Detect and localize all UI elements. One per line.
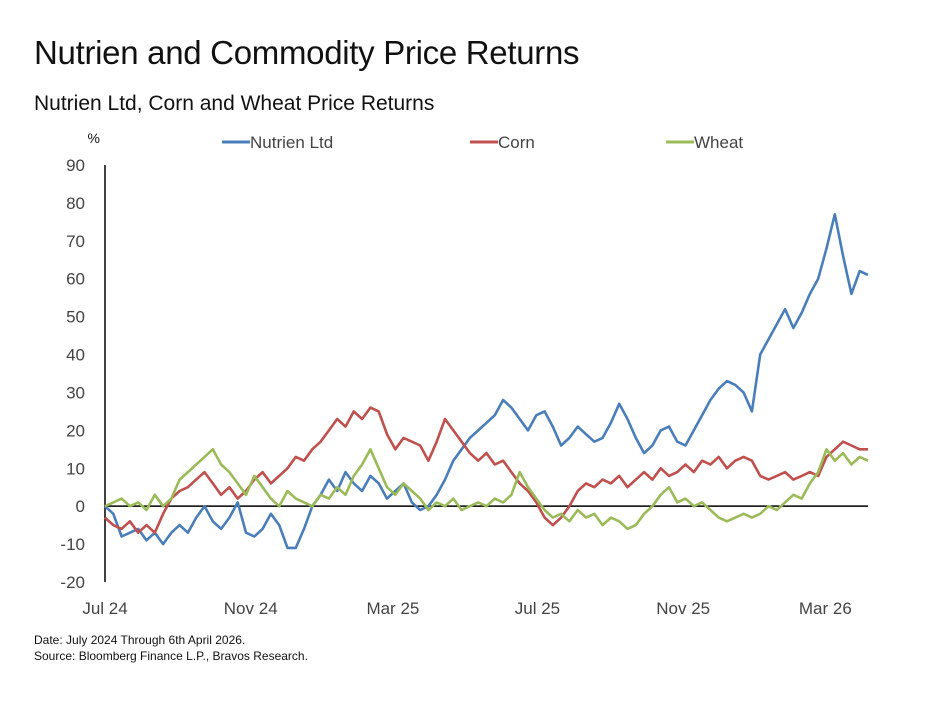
y-tick-label: 30 [66, 383, 85, 402]
y-tick-label: 80 [66, 194, 85, 213]
legend: Nutrien Ltd Corn Wheat [222, 133, 743, 152]
x-tick-label: Mar 26 [799, 599, 852, 618]
y-tick-label: 0 [76, 497, 85, 516]
y-tick-label: 50 [66, 308, 85, 327]
y-tick-label: 70 [66, 232, 85, 251]
y-axis: 90 80 70 60 50 40 30 20 10 0 -10 -20% [60, 130, 106, 592]
footnote-source: Source: Bloomberg Finance L.P., Bravos R… [34, 649, 308, 663]
line-chart: Nutrien Ltd Corn Wheat 90 80 70 60 50 40 30 20 10 0… [60, 130, 869, 618]
x-tick-label: Mar 25 [366, 599, 419, 618]
footnote-date: Date: July 2024 Through 6th April 2026. [34, 633, 246, 647]
y-tick-label: 20 [66, 421, 85, 440]
series-line-wheat [104, 447, 869, 531]
y-tick-label: 10 [66, 459, 85, 478]
y-tick-label: 60 [66, 270, 85, 289]
y-tick-label: 40 [66, 346, 85, 365]
y-tick-label: -10 [60, 535, 85, 554]
series-line-nutrien-ltd [104, 213, 869, 550]
legend-label-corn: Corn [498, 133, 535, 152]
x-axis: Jul 24 Nov 24 Mar 25 Jul 25 Nov 25 Mar 26 [82, 505, 868, 618]
chart-title: Nutrien and Commodity Price Returns [34, 34, 580, 71]
x-tick-label: Nov 25 [656, 599, 710, 618]
series-lines [104, 213, 869, 550]
x-tick-label: Jul 24 [82, 599, 127, 618]
x-tick-label: Jul 25 [515, 599, 560, 618]
series-line-corn [104, 406, 868, 535]
chart-subtitle: Nutrien Ltd, Corn and Wheat Price Return… [34, 92, 435, 115]
footnote: Date: July 2024 Through 6th April 2026. … [34, 632, 308, 664]
x-tick-label: Nov 24 [224, 599, 278, 618]
y-axis-unit-label: % [88, 130, 100, 146]
y-tick-label: 90 [66, 156, 85, 175]
legend-label-wheat: Wheat [694, 133, 743, 152]
y-tick-label: -20 [60, 573, 85, 592]
legend-label-nutrien-ltd: Nutrien Ltd [250, 133, 333, 152]
